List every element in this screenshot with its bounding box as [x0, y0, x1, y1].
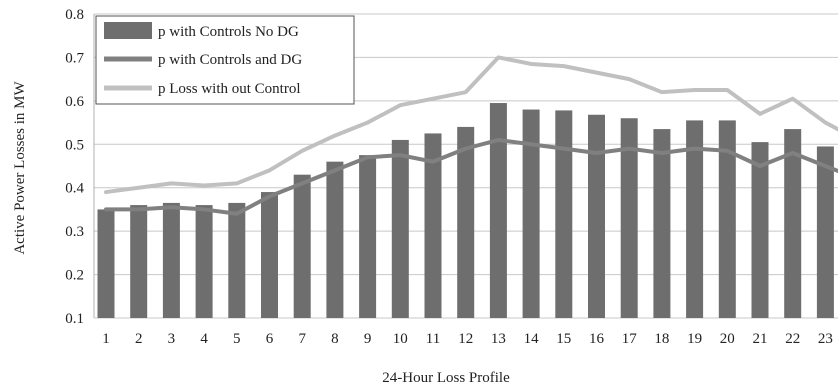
series-line [104, 55, 838, 195]
x-tick-label: 10 [393, 331, 408, 347]
bar [228, 202, 246, 318]
bar [555, 110, 573, 318]
bar [686, 120, 704, 319]
x-tick-label: 22 [785, 331, 800, 347]
x-axis-label: 24-Hour Loss Profile [382, 370, 510, 386]
bar [751, 142, 769, 318]
bar [424, 133, 442, 318]
bar [97, 209, 115, 318]
bar [489, 103, 507, 319]
x-tick-label: 21 [753, 331, 768, 347]
bar [326, 161, 344, 318]
y-tick-label: 0.2 [65, 268, 84, 284]
legend-label: p with Controls and DG [158, 52, 302, 68]
legend-label: p with Controls No DG [158, 24, 299, 40]
bar [195, 205, 213, 318]
x-tick-label: 23 [818, 331, 833, 347]
x-tick-label: 20 [720, 331, 735, 347]
y-axis-ticks: 0.1 0.2 0.3 0.4 0.5 0.6 0.7 0.8 [65, 7, 84, 327]
x-tick-label: 14 [524, 331, 540, 347]
bar [293, 174, 311, 318]
bar [816, 146, 834, 318]
series-line [104, 137, 838, 216]
x-tick-label: 16 [589, 331, 605, 347]
x-tick-label: 1 [102, 331, 110, 347]
y-tick-label: 0.8 [65, 7, 84, 23]
bar [162, 202, 180, 318]
bar [588, 114, 605, 318]
x-tick-label: 19 [687, 331, 702, 347]
x-tick-label: 5 [233, 331, 241, 347]
bar [359, 155, 377, 318]
legend-swatch [104, 22, 152, 39]
y-tick-label: 0.3 [65, 224, 84, 240]
y-tick-label: 0.1 [65, 311, 84, 327]
x-tick-label: 4 [200, 331, 208, 347]
x-tick-label: 2 [135, 331, 143, 347]
y-tick-label: 0.5 [65, 137, 84, 153]
x-tick-label: 11 [426, 331, 440, 347]
x-tick-label: 12 [458, 331, 473, 347]
y-tick-label: 0.7 [65, 50, 84, 66]
bar-series [97, 103, 834, 319]
bar [620, 118, 638, 318]
bar [261, 192, 278, 318]
legend-label: p Loss with out Control [158, 81, 301, 97]
bar [784, 129, 802, 318]
x-tick-label: 15 [556, 331, 571, 347]
y-axis-label: Active Power Losses in MW [12, 81, 28, 255]
x-tick-label: 13 [491, 331, 506, 347]
y-tick-label: 0.4 [65, 181, 84, 197]
legend: p with Controls No DG p with Controls and… [95, 15, 355, 105]
x-tick-label: 7 [298, 331, 306, 347]
x-tick-label: 17 [622, 331, 638, 347]
x-tick-label: 3 [168, 331, 176, 347]
x-axis-ticks: 123456789101112131415161718192021222324 [102, 331, 833, 347]
y-tick-label: 0.6 [65, 94, 84, 110]
bar [522, 109, 540, 319]
x-tick-label: 9 [364, 331, 372, 347]
bar [653, 129, 671, 318]
bar [457, 126, 475, 319]
x-tick-label: 18 [654, 331, 669, 347]
line-series [104, 55, 838, 216]
bar [718, 120, 736, 319]
x-tick-label: 8 [331, 331, 339, 347]
x-tick-label: 6 [266, 331, 274, 347]
bar [391, 139, 409, 318]
bar [130, 205, 148, 318]
